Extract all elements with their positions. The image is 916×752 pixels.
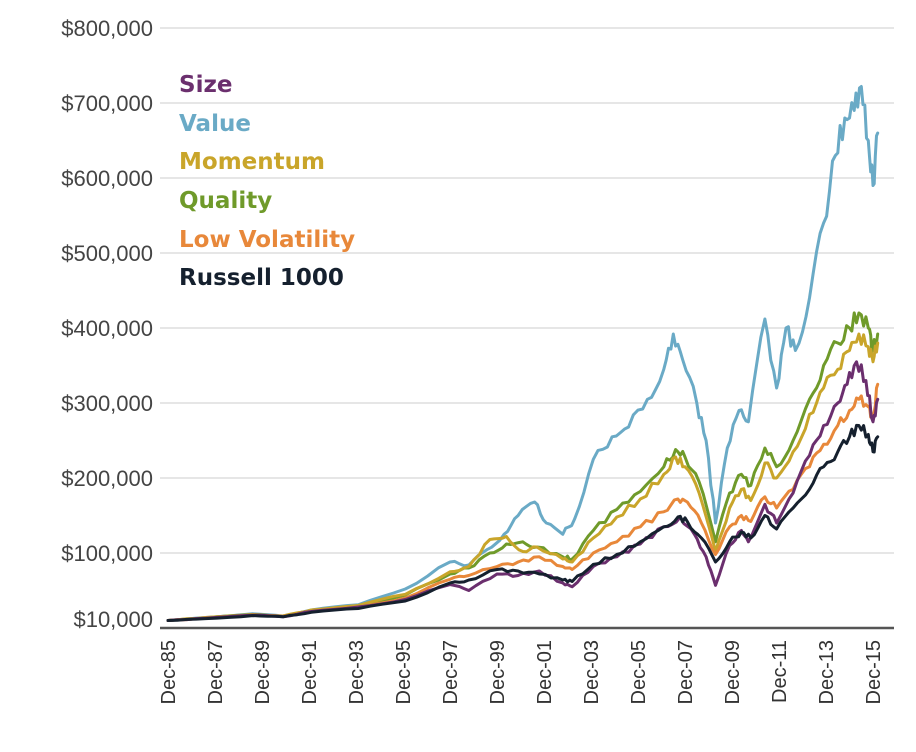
x-tick-label: Dec-95 — [393, 640, 415, 704]
y-tick-label: $600,000 — [61, 166, 153, 191]
y-tick-label: $300,000 — [61, 391, 153, 416]
y-tick-label: $100,000 — [61, 541, 153, 566]
x-tick-label: Dec-07 — [675, 640, 697, 704]
x-tick-label: Dec-85 — [158, 640, 180, 704]
y-tick-label: $10,000 — [73, 607, 153, 632]
x-tick-label: Dec-87 — [205, 640, 227, 704]
x-tick-label: Dec-97 — [440, 640, 462, 704]
x-tick-label: Dec-09 — [722, 640, 744, 704]
y-axis-ticks: $10,000 $100,000 $200,000 $300,000 $400,000 $… — [61, 16, 153, 632]
series-line-russell-1000 — [166, 423, 880, 622]
x-tick-label: Dec-15 — [863, 640, 885, 704]
x-tick-label: Dec-91 — [299, 640, 321, 704]
legend-item-size: Size — [179, 72, 232, 98]
x-tick-label: Dec-03 — [581, 640, 603, 704]
x-tick-label: Dec-11 — [769, 640, 791, 703]
x-axis-ticks: Dec-85 Dec-87 Dec-89 Dec-91 Dec-93 Dec-95 Dec-… — [158, 640, 885, 704]
series-line-size — [166, 360, 880, 622]
series-line-low-volatility — [166, 382, 880, 622]
gridlines — [160, 27, 894, 554]
y-tick-label: $800,000 — [61, 16, 153, 41]
legend: Size Value Momentum Quality Low Volatility Ru… — [179, 72, 355, 291]
series-lines — [166, 85, 880, 622]
legend-item-russell-1000: Russell 1000 — [179, 265, 344, 291]
series-line-momentum — [166, 332, 880, 622]
y-tick-label: $200,000 — [61, 466, 153, 491]
x-tick-label: Dec-99 — [487, 640, 509, 704]
x-tick-label: Dec-13 — [816, 640, 838, 704]
series-line-value — [166, 85, 880, 622]
legend-item-value: Value — [179, 111, 251, 137]
x-tick-label: Dec-01 — [534, 640, 556, 704]
legend-item-momentum: Momentum — [179, 149, 325, 175]
y-tick-label: $400,000 — [61, 316, 153, 341]
x-tick-label: Dec-89 — [252, 640, 274, 704]
x-tick-label: Dec-05 — [628, 640, 650, 704]
y-tick-label: $500,000 — [61, 241, 153, 266]
legend-item-quality: Quality — [179, 188, 272, 214]
y-tick-label: $700,000 — [61, 91, 153, 116]
x-tick-label: Dec-93 — [346, 640, 368, 704]
legend-item-low-volatility: Low Volatility — [179, 227, 355, 253]
